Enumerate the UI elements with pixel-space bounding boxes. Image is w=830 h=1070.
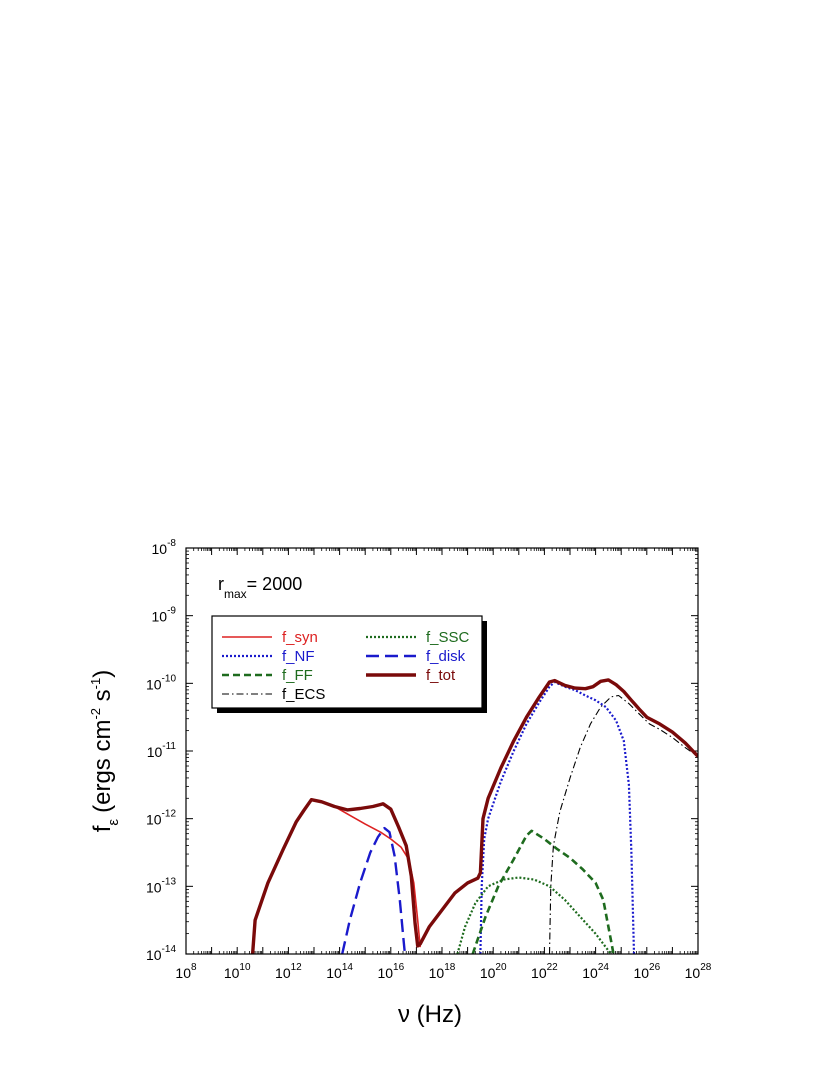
legend-label-f-ECS: f_ECS (282, 686, 325, 703)
series-layer (250, 678, 698, 954)
y-label-sup2: -1 (88, 678, 103, 690)
ticks-layer (185, 547, 699, 955)
series-line-f-SSC (456, 876, 612, 954)
y-label-text1: (ergs cm (89, 720, 116, 813)
y-label-text3: ) (89, 670, 116, 678)
y-tick-label: 10-9 (152, 606, 177, 625)
x-tick-label: 1020 (480, 962, 507, 981)
legend-label-f-SSC: f_SSC (426, 629, 470, 646)
legend: f_syn f_SSC f_NF f_disk f_FF f_tot f_ECS (211, 615, 487, 713)
legend-label-f-disk: f_disk (426, 648, 466, 665)
x-tick-label: 108 (175, 962, 197, 981)
y-tick-label: 10-11 (147, 741, 177, 760)
legend-label-f-syn: f_syn (282, 629, 318, 646)
series-line-f-NF (479, 680, 636, 954)
y-tick-label: 10-14 (146, 944, 176, 963)
annotation-value: = 2000 (247, 574, 303, 594)
x-tick-label: 1012 (275, 962, 302, 981)
annotation-main: r (218, 574, 224, 594)
x-tick-label: 1018 (429, 962, 456, 981)
legend-label-f-FF: f_FF (282, 667, 313, 684)
y-tick-label: 10-8 (152, 538, 177, 557)
tick-labels-layer: 108 1010 1012 1014 1016 1018 1020 1022 1024 1026 1… (146, 538, 712, 981)
x-tick-label: 1014 (326, 962, 353, 981)
y-tick-label: 10-13 (146, 876, 176, 895)
y-tick-label: 10-12 (146, 809, 176, 828)
legend-label-f-tot: f_tot (426, 667, 456, 684)
x-tick-label: 1028 (685, 962, 712, 981)
legend-label-f-NF: f_NF (282, 648, 315, 665)
legend-items: f_syn f_SSC f_NF f_disk f_FF f_tot f_ECS (222, 629, 470, 703)
x-tick-label: 1024 (582, 962, 609, 981)
x-tick-label: 1026 (633, 962, 660, 981)
series-line-f-tot (250, 678, 698, 954)
y-tick-label: 10-10 (146, 673, 176, 692)
plot-frame (185, 547, 699, 955)
y-label-sup1: -2 (88, 708, 103, 720)
series-line-f-FF (471, 829, 615, 954)
x-tick-label: 1022 (531, 962, 558, 981)
annotation-sub: max (224, 587, 247, 601)
x-tick-label: 1010 (224, 962, 251, 981)
annotation: rmax= 2000 (218, 574, 302, 601)
y-axis-label: fε (ergs cm-2 s-1) (88, 670, 122, 833)
y-label-sub: ε (105, 819, 122, 826)
legend-box (211, 615, 483, 709)
y-label-base: f (89, 825, 116, 832)
series-line-f-ECS (548, 694, 698, 954)
x-axis-label: ν (Hz) (398, 1001, 462, 1028)
series-line-f-disk (341, 826, 407, 954)
y-label-text2: s (89, 689, 116, 708)
x-tick-label: 1016 (377, 962, 404, 981)
